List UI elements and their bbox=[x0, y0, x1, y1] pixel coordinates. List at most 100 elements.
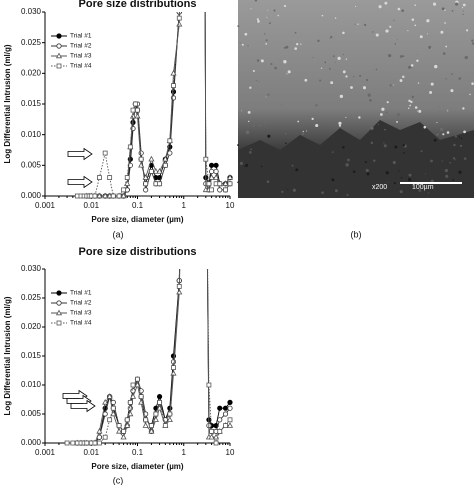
marker bbox=[222, 405, 229, 411]
sem-grain bbox=[269, 22, 271, 25]
sem-grain bbox=[324, 61, 327, 64]
sem-grain bbox=[374, 187, 377, 190]
marker bbox=[127, 144, 133, 150]
marker bbox=[96, 427, 103, 434]
sem-grain bbox=[330, 81, 334, 85]
sem-grain bbox=[338, 124, 342, 127]
marker bbox=[213, 440, 219, 446]
sem-grain bbox=[408, 107, 410, 109]
sem-grain bbox=[267, 9, 269, 11]
sem-grain bbox=[451, 73, 453, 75]
sem-grain bbox=[444, 168, 449, 173]
sem-grain bbox=[292, 188, 296, 192]
sem-grain bbox=[380, 186, 382, 188]
sem-grain bbox=[385, 29, 389, 33]
sem-grain bbox=[445, 45, 448, 48]
sem-grain bbox=[440, 30, 444, 34]
sem-grain bbox=[385, 111, 388, 114]
marker bbox=[134, 112, 141, 119]
sem-grain bbox=[364, 161, 367, 164]
sem-grain bbox=[384, 129, 386, 131]
sem-grain bbox=[266, 17, 268, 19]
marker bbox=[217, 428, 223, 434]
sem-grain bbox=[418, 109, 422, 113]
legend-marker bbox=[56, 290, 62, 296]
sem-grain bbox=[328, 67, 331, 70]
sem-grain bbox=[239, 161, 243, 165]
sem-grain bbox=[258, 81, 260, 83]
sem-grain bbox=[241, 110, 242, 112]
sem-grain bbox=[285, 5, 287, 8]
sem-grain bbox=[250, 8, 252, 10]
sem-grain bbox=[265, 43, 268, 45]
marker bbox=[129, 112, 137, 119]
sem-grain bbox=[419, 35, 423, 39]
sem-grain bbox=[408, 99, 411, 103]
sem-grain bbox=[247, 110, 251, 114]
y-tick-label: 0.010 bbox=[21, 130, 42, 139]
sem-grain bbox=[401, 9, 405, 12]
sem-grain bbox=[260, 165, 263, 168]
legend-marker bbox=[56, 43, 62, 49]
sem-grain bbox=[266, 180, 270, 183]
sem-grain bbox=[439, 127, 444, 131]
marker bbox=[226, 174, 234, 180]
marker bbox=[124, 422, 131, 428]
sem-grain bbox=[423, 125, 427, 129]
y-tick-label: 0.005 bbox=[21, 409, 42, 418]
marker bbox=[176, 15, 182, 21]
sem-grain bbox=[294, 47, 298, 50]
sem-grain bbox=[393, 19, 395, 21]
legend-label: Trial #3 bbox=[70, 53, 92, 60]
marker bbox=[102, 150, 108, 156]
marker bbox=[182, 93, 186, 97]
legend-marker bbox=[56, 63, 62, 69]
caption: (a) bbox=[113, 229, 124, 239]
marker bbox=[208, 433, 215, 440]
sem-grain bbox=[378, 5, 382, 9]
sem-grain bbox=[321, 14, 324, 17]
sem-grain bbox=[342, 70, 346, 74]
marker bbox=[167, 150, 173, 156]
caption: (c) bbox=[113, 475, 124, 485]
sem-grain bbox=[471, 42, 474, 45]
sem-grain bbox=[451, 9, 454, 12]
marker bbox=[121, 187, 126, 193]
sem-grain bbox=[302, 130, 304, 133]
sem-grain bbox=[454, 135, 458, 138]
marker bbox=[166, 416, 173, 422]
marker bbox=[120, 192, 127, 199]
sem-grain bbox=[436, 133, 439, 136]
sem-grain bbox=[402, 144, 405, 147]
x-tick-label: 0.001 bbox=[35, 448, 56, 457]
legend-label: Trial #1 bbox=[70, 290, 92, 297]
sem-grain bbox=[267, 134, 271, 138]
sem-grain bbox=[301, 132, 304, 135]
sem-grain bbox=[441, 160, 443, 162]
x-tick-label: 0.1 bbox=[132, 448, 144, 457]
axes bbox=[44, 12, 230, 197]
sem-grain bbox=[281, 104, 283, 106]
sem-grain bbox=[315, 104, 318, 107]
sem-grain bbox=[466, 29, 469, 32]
marker bbox=[124, 417, 130, 423]
marker bbox=[152, 416, 159, 422]
marker bbox=[92, 193, 98, 199]
sem-grain bbox=[355, 5, 357, 8]
y-tick-label: 0.025 bbox=[21, 38, 42, 47]
sem-grain bbox=[471, 39, 474, 42]
sem-grain bbox=[430, 82, 434, 86]
sem-grain bbox=[281, 190, 284, 193]
sem-grain bbox=[334, 189, 338, 193]
scale-bar bbox=[400, 182, 462, 184]
marker bbox=[127, 399, 133, 405]
x-tick-label: 10 bbox=[226, 201, 235, 210]
x-tick-label: 0.01 bbox=[83, 448, 99, 457]
sem-grain bbox=[331, 178, 335, 182]
sem-grain bbox=[237, 144, 239, 146]
sem-grain bbox=[419, 186, 422, 189]
sem-grain bbox=[239, 42, 241, 44]
sem-grain bbox=[332, 55, 335, 58]
x-axis-label: Pore size, diameter (µm) bbox=[91, 215, 184, 224]
marker bbox=[226, 422, 234, 428]
